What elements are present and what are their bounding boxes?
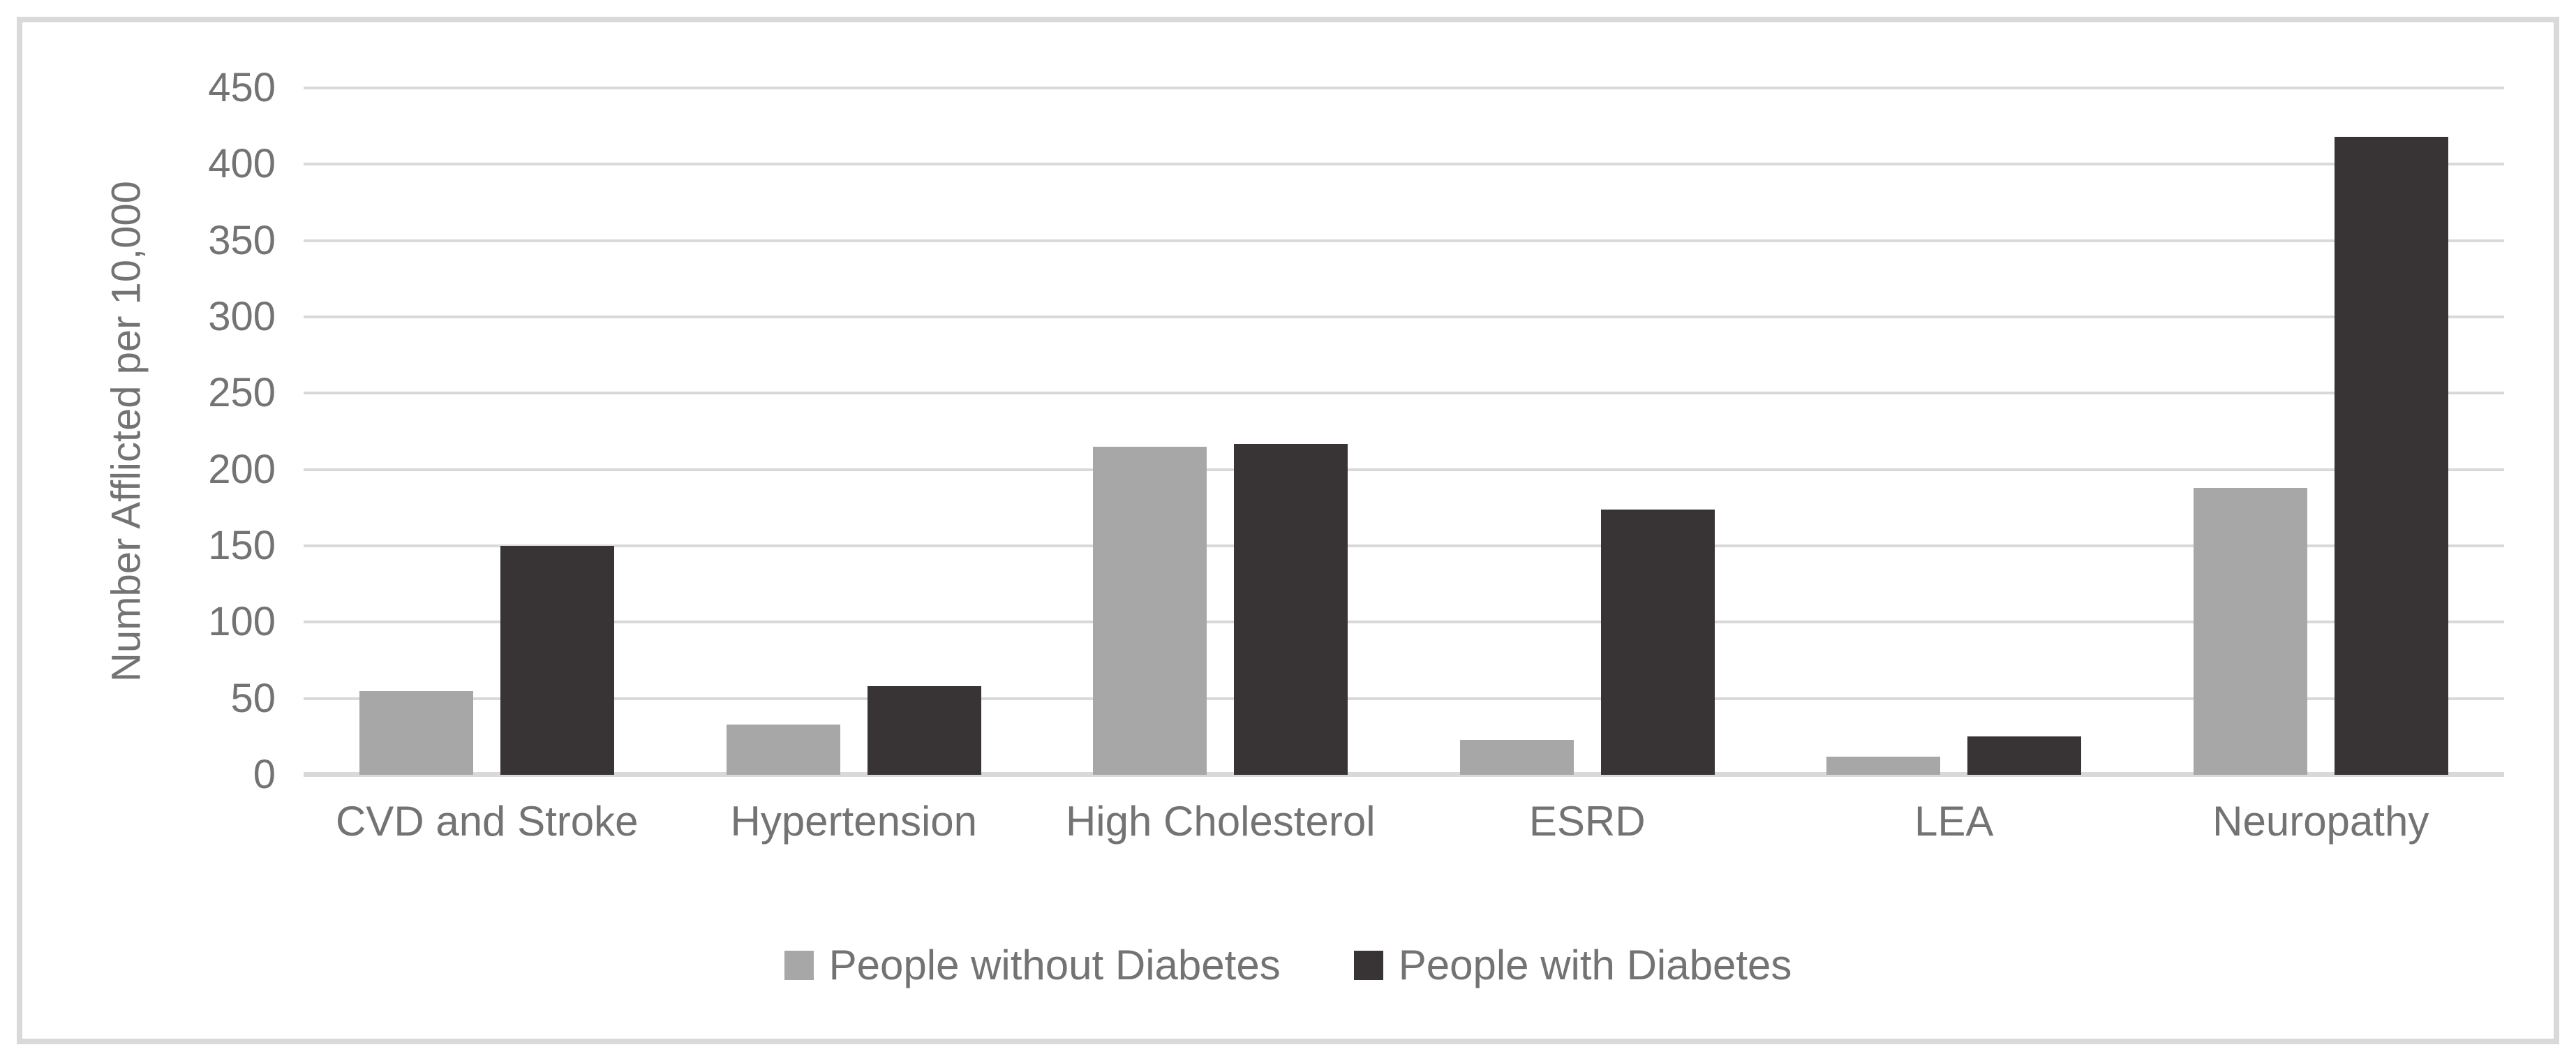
gridline-50 [304,697,2504,700]
legend: People without Diabetes People with Diabe… [0,941,2576,989]
y-tick-label-200: 200 [208,446,276,492]
x-axis-line [304,772,2504,777]
bar-people-with-diabetes [2334,136,2448,775]
x-axis-category-labels: CVD and Stroke Hypertension High Cholester… [304,797,2504,845]
bar-people-without-diabetes [359,690,474,775]
bar-group-neuropathy [2138,88,2505,775]
x-label-hypertension: Hypertension [730,798,978,845]
gridline-300 [304,316,2504,319]
legend-label: People with Diabetes [1398,942,1792,988]
gridline-250 [304,392,2504,395]
bar-group-high-cholesterol [1037,88,1404,775]
bar-people-with-diabetes [500,546,615,775]
bar-groups [304,88,2504,775]
legend-item-people-with-diabetes: People with Diabetes [1353,941,1792,989]
bar-group-esrd [1404,88,1771,775]
legend-swatch-icon [1353,950,1383,980]
bar-people-without-diabetes [1459,739,1574,775]
y-tick-label-400: 400 [208,141,276,187]
y-tick-label-300: 300 [208,294,276,339]
bar-people-with-diabetes [867,686,981,775]
x-label-cvd-and-stroke: CVD and Stroke [335,798,639,845]
gridline-100 [304,621,2504,624]
gridline-350 [304,239,2504,242]
y-tick-label-150: 150 [208,523,276,568]
bar-people-with-diabetes [1967,736,2082,775]
legend-swatch-icon [784,950,814,980]
bar-people-with-diabetes [1234,443,1348,775]
y-tick-label-50: 50 [230,675,276,721]
x-label-esrd: ESRD [1528,798,1646,845]
gridline-400 [304,163,2504,166]
bar-group-cvd-and-stroke [304,88,671,775]
y-tick-label-450: 450 [208,65,276,110]
bar-people-with-diabetes [1600,509,1715,775]
y-tick-label-250: 250 [208,370,276,416]
bar-people-without-diabetes [726,724,840,775]
x-label-high-cholesterol: High Cholesterol [1065,798,1376,845]
bar-group-lea [1771,88,2138,775]
x-label-lea: LEA [1914,798,1994,845]
gridline-200 [304,468,2504,471]
bar-people-without-diabetes [1826,756,1941,775]
y-tick-label-100: 100 [208,599,276,645]
bar-group-hypertension [671,88,1038,775]
y-tick-label-350: 350 [208,217,276,263]
y-tick-label-0: 0 [253,752,276,797]
x-label-neuropathy: Neuropathy [2212,798,2429,845]
bar-people-without-diabetes [2193,487,2307,775]
gridline-450 [304,87,2504,89]
plot-area [304,87,2504,777]
legend-label: People without Diabetes [828,942,1281,988]
bar-people-without-diabetes [1093,446,1207,775]
legend-item-people-without-diabetes: People without Diabetes [784,941,1281,989]
gridline-150 [304,544,2504,548]
